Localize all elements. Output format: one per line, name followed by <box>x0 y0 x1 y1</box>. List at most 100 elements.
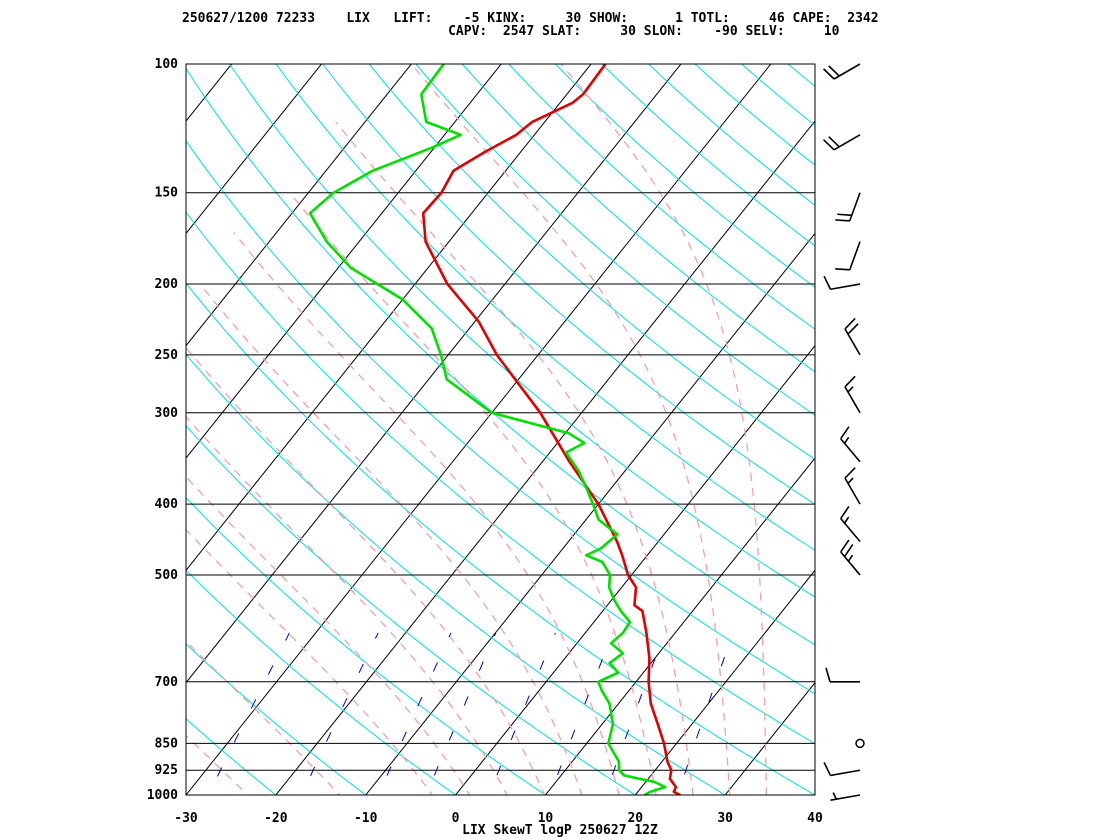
barb-staff <box>844 477 861 505</box>
barb-full-flag <box>828 136 840 148</box>
isotherm-line <box>814 794 815 795</box>
barb-full-flag <box>844 317 856 330</box>
pressure-tick-labels: 100 150 200 250 300 400 500 700 850 925 1000 <box>147 57 178 803</box>
isotherm-line <box>365 232 815 795</box>
barb-full-flag <box>843 544 854 558</box>
plot-frame <box>185 63 816 796</box>
temperature-tick-label: -30 <box>174 811 198 826</box>
isotherm-line <box>186 64 233 122</box>
dry-adiabat-line <box>787 64 815 88</box>
pressure-tick-label: 850 <box>155 736 179 751</box>
wind-barb <box>822 134 861 151</box>
temperature-tick-label: 0 <box>452 811 460 826</box>
barb-half-flag <box>847 477 854 484</box>
temperature-tick-label: 40 <box>807 811 823 826</box>
dry-adiabat-line <box>461 64 815 373</box>
wind-barbs <box>822 63 865 801</box>
isotherm-line <box>0 48 65 811</box>
moist-adiabat-line <box>410 64 731 795</box>
sounding-traces <box>308 64 681 795</box>
barb-full-flag <box>844 467 856 479</box>
dry-adiabat-line <box>186 497 547 795</box>
dry-adiabat-line <box>322 64 815 505</box>
barb-staff <box>840 551 861 576</box>
header-line-1: 250627/1200 72233 LIX LIFT: -5 KINX: 30 … <box>182 11 879 26</box>
moist-adiabat-line <box>233 232 620 795</box>
barb-full-flag <box>835 219 850 222</box>
mixing-ratio-line <box>301 632 379 795</box>
dry-adiabat-line <box>186 794 187 795</box>
barb-full-flag <box>828 65 840 77</box>
moist-adiabat-line <box>186 528 434 795</box>
isotherm-line <box>186 64 592 572</box>
barb-full-flag <box>840 426 850 440</box>
wind-barb <box>823 275 861 291</box>
barb-full-flag <box>847 323 859 335</box>
barb-full-flag <box>837 213 852 217</box>
temperature-tick-label: 20 <box>627 811 643 826</box>
barb-full-flag <box>825 667 831 682</box>
dry-adiabat-line <box>601 64 815 247</box>
dry-adiabat-line <box>275 64 815 551</box>
temperature-trace <box>421 64 681 795</box>
wind-barb <box>844 375 861 414</box>
isotherm-line <box>186 64 323 235</box>
wind-barb <box>825 667 860 683</box>
moist-adiabat-line <box>186 640 341 795</box>
dry-adiabat-line <box>368 64 815 460</box>
wind-barb <box>822 63 861 80</box>
mixing-ratio-line <box>207 632 290 795</box>
barb-full-flag <box>822 139 835 151</box>
pressure-tick-label: 100 <box>155 57 179 72</box>
moist-adiabat-line <box>186 475 471 795</box>
barb-full-flag <box>823 762 832 776</box>
temperature-tick-label: 30 <box>717 811 733 826</box>
wind-barb <box>855 738 865 749</box>
pressure-tick-label: 500 <box>155 568 179 583</box>
pressure-tick-label: 925 <box>155 763 178 778</box>
barb-staff <box>830 794 861 801</box>
dry-adiabat-line <box>186 211 815 745</box>
dry-adiabat-line <box>554 64 815 288</box>
dry-adiabat-line <box>186 569 457 795</box>
calm-circle <box>855 738 865 749</box>
barb-staff <box>840 438 861 463</box>
wind-barb <box>840 506 861 543</box>
mixing-ratio-line <box>488 632 556 795</box>
barb-full-flag <box>822 68 835 80</box>
barb-staff <box>830 769 861 777</box>
barb-half-flag <box>843 516 850 524</box>
dry-adiabat-line <box>228 64 815 598</box>
mixing-ratio-line <box>549 632 614 795</box>
moist-adiabat-line <box>186 346 546 795</box>
dry-adiabat-line <box>186 353 727 795</box>
barb-full-flag <box>840 506 850 519</box>
dry-adiabat-line <box>694 64 815 166</box>
dry-adiabat-line <box>186 139 815 695</box>
dry-adiabat-line <box>186 425 637 795</box>
wind-barb <box>844 467 861 505</box>
temperature-tick-labels: -30 -20 -10 0 10 20 30 40 <box>174 811 823 826</box>
wind-barb <box>844 317 861 356</box>
isotherm-line <box>186 64 413 347</box>
isotherm-line <box>544 457 815 795</box>
barb-staff <box>833 63 861 80</box>
pressure-tick-label: 250 <box>155 348 179 363</box>
mixing-ratio-line <box>425 632 497 795</box>
pressure-tick-label: 150 <box>155 186 179 201</box>
barb-staff <box>833 134 861 151</box>
barb-half-flag <box>832 792 838 800</box>
barb-full-flag <box>844 375 856 388</box>
barb-full-flag <box>823 275 832 290</box>
dry-adiabat-line <box>415 64 815 416</box>
barb-full-flag <box>840 539 850 553</box>
barb-staff <box>844 386 861 414</box>
barb-staff <box>848 192 861 222</box>
temperature-tick-label: -20 <box>264 811 288 826</box>
dry-adiabat-line <box>647 64 815 206</box>
barb-staff <box>844 328 861 356</box>
wind-barb <box>840 426 861 463</box>
isotherm-line <box>275 120 815 795</box>
dry-adiabat-line <box>186 67 815 646</box>
isotherm-line <box>724 681 815 795</box>
